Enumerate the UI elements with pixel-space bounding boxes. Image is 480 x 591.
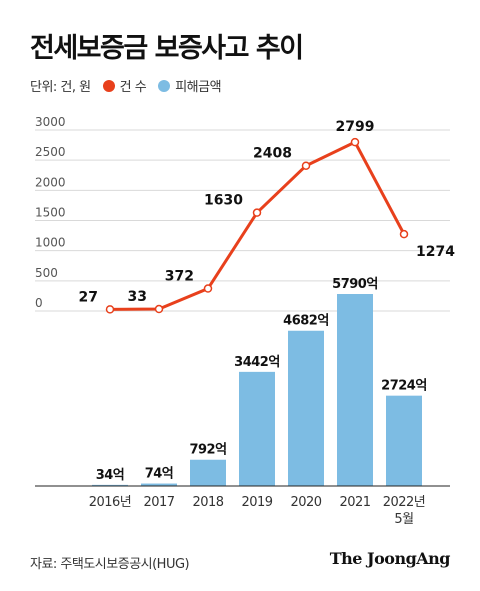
legend-swatch-count [102, 79, 115, 92]
count-point [203, 284, 213, 293]
x-tick-label: 2021 [339, 495, 370, 510]
legend-swatch-damage [158, 79, 171, 92]
count-point [350, 137, 360, 147]
legend: 단위: 건, 원 건 수 피해금액 [30, 76, 233, 95]
y-tick-label: 1500 [35, 206, 66, 220]
count-point [105, 305, 115, 314]
x-tick-label: 2017 [143, 495, 174, 510]
bar-value-label: 34억 [96, 468, 125, 483]
combo-chart: 0 500 1000 1500 2000 2500 3000 34억 74억 792억 3442억 4… [35, 115, 455, 527]
bar [190, 459, 226, 486]
count-value-label: 372 [165, 269, 194, 285]
count-value-label: 2799 [336, 119, 375, 135]
bar [239, 371, 275, 486]
x-tick-label: 2016년 [89, 495, 132, 510]
legend-label-damage: 피해금액 [175, 80, 222, 95]
bar-value-label: 792억 [189, 443, 226, 458]
count-point [399, 229, 409, 239]
legend-item-count: 건 수 [102, 76, 147, 95]
bar-value-label: 5790억 [332, 277, 378, 292]
x-tick-label: 2018 [192, 495, 223, 510]
bar [386, 395, 422, 486]
x-tick-label: 2019 [241, 495, 272, 510]
x-tick-label: 5월 [394, 512, 413, 527]
count-value-label: 33 [128, 289, 147, 305]
bar [288, 330, 324, 486]
legend-label-count: 건 수 [119, 80, 147, 95]
count-point [301, 161, 311, 170]
y-tick-label: 500 [35, 266, 58, 280]
count-value-label: 2408 [253, 146, 292, 162]
y-tick-label: 1000 [35, 236, 66, 250]
source-note: 자료: 주택도시보증공시(HUG) [30, 557, 190, 572]
x-tick-label: 2020 [290, 495, 321, 510]
count-value-label: 1630 [204, 193, 243, 209]
bar [141, 483, 177, 486]
y-tick-label: 2500 [35, 145, 66, 159]
chart-title: 전세보증금 보증사고 추이 [30, 33, 304, 64]
y-tick-label: 2000 [35, 175, 66, 189]
count-value-label: 27 [79, 289, 98, 305]
bar-value-label: 3442억 [234, 355, 280, 370]
count-value-label: 1274 [416, 244, 455, 260]
unit-label: 단위: 건, 원 [30, 80, 91, 95]
count-point [154, 304, 164, 314]
bar-value-label: 74억 [145, 467, 174, 482]
legend-item-damage: 피해금액 [158, 76, 222, 95]
publisher-logo: The JoongAng [329, 549, 451, 568]
y-tick-label: 0 [35, 296, 43, 310]
bar [337, 294, 373, 486]
y-tick-label: 3000 [35, 115, 66, 129]
bar-value-label: 2724억 [381, 379, 427, 394]
count-point [252, 208, 262, 217]
bar [92, 484, 128, 486]
bar-value-label: 4682억 [283, 314, 329, 329]
x-tick-label: 2022년 [383, 495, 426, 510]
